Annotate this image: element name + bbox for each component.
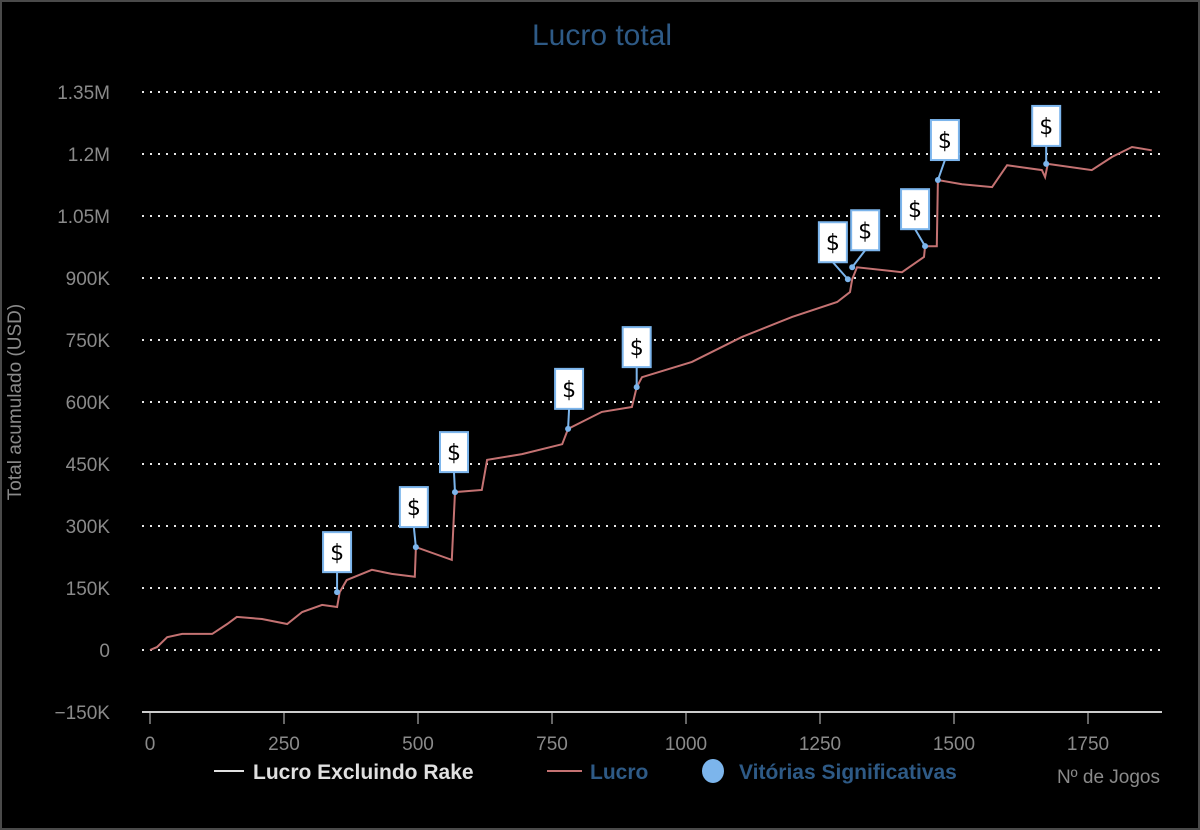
x-tick-label: 1000 xyxy=(665,734,707,755)
lucro-line xyxy=(149,145,1152,651)
y-tick-label: 150K xyxy=(66,579,111,600)
dollar-icon: $ xyxy=(630,336,644,361)
y-tick-label: 300K xyxy=(66,517,111,538)
y-tick-label: 1.2M xyxy=(68,145,110,166)
marker-point xyxy=(844,276,851,283)
marker-point xyxy=(922,243,929,250)
dollar-icon: $ xyxy=(908,198,922,223)
legend-item-vitorias-significativas[interactable]: Vitórias Significativas xyxy=(702,759,957,784)
dollar-icon: $ xyxy=(1039,115,1053,140)
marker-point xyxy=(1043,160,1050,167)
dollar-flag xyxy=(621,326,652,369)
svg-text:Lucro Excluindo Rake: Lucro Excluindo Rake xyxy=(253,761,474,784)
marker-connector xyxy=(412,526,417,548)
significant-win-marker[interactable]: $ xyxy=(621,326,652,391)
dollar-flag xyxy=(1031,104,1062,147)
significant-win-marker[interactable]: $ xyxy=(900,188,931,250)
y-tick-label: 600K xyxy=(66,393,111,414)
x-axis-label: Nº de Jogos xyxy=(1057,767,1160,788)
dollar-flag xyxy=(929,119,960,162)
dollar-icon: $ xyxy=(562,378,576,403)
marker-connector xyxy=(832,261,849,280)
significant-win-marker[interactable]: $ xyxy=(322,531,353,596)
dollar-flag xyxy=(322,531,353,574)
y-tick-label: 450K xyxy=(66,455,111,476)
marker-connector xyxy=(851,249,866,268)
dollar-flag xyxy=(817,221,848,264)
marker-connector xyxy=(914,228,926,247)
marker-connector xyxy=(936,159,946,181)
significant-win-marker[interactable]: $ xyxy=(438,431,469,496)
dollar-icon: $ xyxy=(330,541,344,566)
dollar-icon: $ xyxy=(407,496,421,521)
significant-win-marker[interactable]: $ xyxy=(929,119,960,184)
marker-point xyxy=(334,589,341,596)
x-tick-label: 1500 xyxy=(933,734,975,755)
chart-title: Lucro total xyxy=(532,19,672,52)
legend-item-lucro[interactable]: Lucro xyxy=(547,761,648,784)
dollar-flag xyxy=(850,209,881,252)
x-tick-label: 500 xyxy=(402,734,434,755)
dollar-icon: $ xyxy=(447,441,461,466)
dollar-flag xyxy=(398,486,429,529)
y-tick-label: 1.35M xyxy=(57,83,110,104)
x-tick-label: 1250 xyxy=(799,734,841,755)
significant-win-marker[interactable]: $ xyxy=(554,367,585,432)
marker-point xyxy=(934,177,941,184)
y-axis-label: Total acumulado (USD) xyxy=(5,304,26,500)
marker-connector xyxy=(567,408,571,429)
x-tick-label: 750 xyxy=(536,734,568,755)
marker-connector xyxy=(452,472,456,493)
dollar-flag xyxy=(554,367,585,410)
significant-win-marker[interactable]: $ xyxy=(817,221,851,283)
x-tick-label: 1750 xyxy=(1067,734,1109,755)
legend-item-lucro-excluindo-rake[interactable]: Lucro Excluindo Rake xyxy=(214,761,474,784)
marker-point xyxy=(412,544,419,551)
dollar-icon: $ xyxy=(826,231,840,256)
y-tick-label: 1.05M xyxy=(57,207,110,228)
y-tick-label: 0 xyxy=(99,641,110,662)
significant-win-marker[interactable]: $ xyxy=(398,486,429,551)
significant-win-marker[interactable]: $ xyxy=(849,209,881,271)
dollar-icon: $ xyxy=(858,219,872,244)
dollar-flag xyxy=(900,188,931,231)
marker-point xyxy=(849,264,856,271)
legend: Lucro Excluindo Rake Lucro Vitórias Sign… xyxy=(214,759,957,784)
y-tick-label: −150K xyxy=(55,703,111,724)
marker-point xyxy=(633,384,640,391)
x-tick-label: 250 xyxy=(268,734,300,755)
y-tick-label: 900K xyxy=(66,269,111,290)
dollar-icon: $ xyxy=(938,129,952,154)
significant-win-marker[interactable]: $ xyxy=(1031,104,1062,167)
dollar-flag xyxy=(438,431,469,474)
svg-text:Lucro: Lucro xyxy=(590,761,648,784)
svg-text:Vitórias Significativas: Vitórias Significativas xyxy=(739,761,957,784)
x-tick-label: 0 xyxy=(145,734,156,755)
y-tick-label: 750K xyxy=(66,331,111,352)
marker-point xyxy=(565,425,572,432)
marker-point xyxy=(451,489,458,496)
